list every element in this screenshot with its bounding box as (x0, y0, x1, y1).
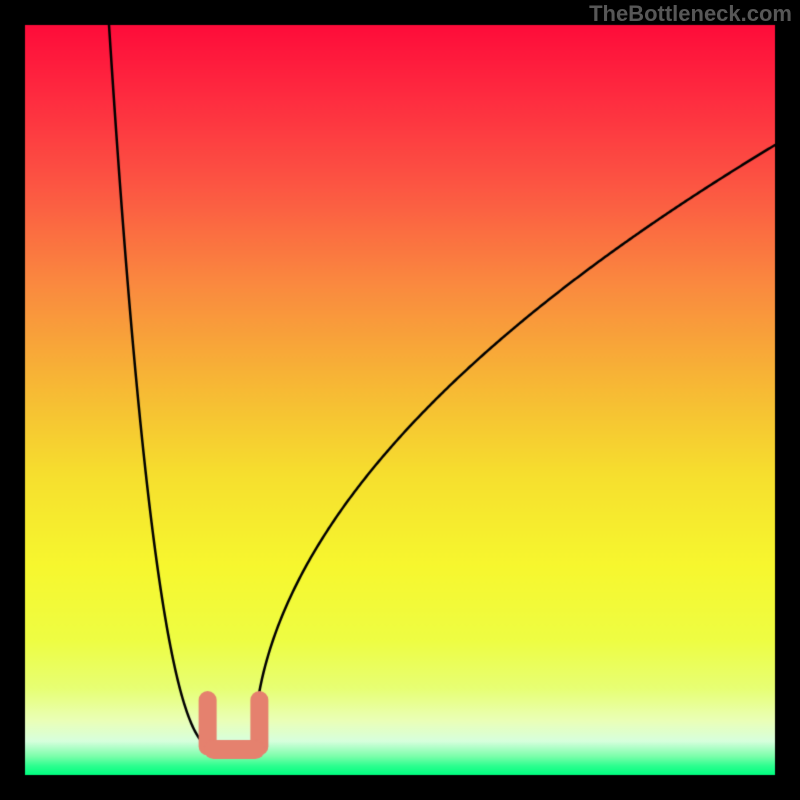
bottleneck-curve-chart (0, 0, 800, 800)
chart-container: TheBottleneck.com (0, 0, 800, 800)
